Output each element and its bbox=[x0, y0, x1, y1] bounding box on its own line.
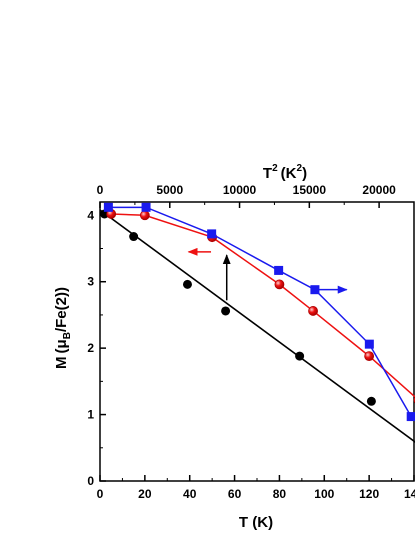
x2-title-main: T bbox=[263, 165, 272, 182]
x2-title-unit-sup: 2 bbox=[297, 163, 303, 174]
x2-tick-label: 10000 bbox=[223, 183, 257, 197]
data-point bbox=[364, 351, 375, 362]
data-point bbox=[364, 339, 374, 349]
y-axis-title: M (μB/Fe(2)) bbox=[53, 287, 73, 369]
annotation-layer bbox=[187, 247, 348, 301]
y-tick-label: 1 bbox=[87, 408, 94, 422]
x-axis-top: 0 5000 10000 15000 20000 bbox=[97, 183, 415, 208]
y-tick-label: 3 bbox=[87, 275, 94, 289]
data-point bbox=[366, 396, 376, 406]
y-tick-label: 0 bbox=[87, 474, 94, 488]
y-title-mu: μ bbox=[53, 339, 70, 348]
y-axis-left: 0 1 2 3 4 bbox=[87, 208, 106, 488]
x-tick-label: 20 bbox=[138, 487, 152, 501]
y-tick-label: 4 bbox=[87, 208, 94, 222]
data-point bbox=[207, 229, 217, 239]
data-point bbox=[274, 279, 285, 290]
y-tick-label: 2 bbox=[87, 341, 94, 355]
x2-title-sup: 2 bbox=[272, 163, 278, 174]
data-point bbox=[308, 306, 318, 316]
series-line bbox=[108, 206, 412, 417]
data-point bbox=[141, 202, 151, 212]
x2-title-unit: K bbox=[286, 165, 297, 182]
data-point bbox=[139, 210, 150, 221]
x-tick-label: 0 bbox=[97, 487, 104, 501]
series-sphere bbox=[106, 209, 415, 404]
x2-tick-label: 5000 bbox=[156, 183, 183, 197]
fit-line-layer bbox=[99, 209, 415, 443]
x-axis-title: T (K) bbox=[239, 514, 273, 531]
data-point bbox=[182, 279, 192, 289]
linear-fit-line bbox=[99, 209, 415, 443]
series-layer bbox=[99, 202, 415, 422]
series-circle bbox=[99, 209, 376, 406]
x2-tick-label: 0 bbox=[97, 183, 104, 197]
x-tick-label: 120 bbox=[359, 487, 379, 501]
x-tick-label: 40 bbox=[183, 487, 197, 501]
x2-tick-label: 20000 bbox=[362, 183, 396, 197]
series-line bbox=[111, 213, 415, 398]
y-title-open: ( bbox=[53, 348, 70, 353]
x-tick-label: 60 bbox=[228, 487, 242, 501]
y-title-rest: /Fe(2)) bbox=[53, 287, 70, 332]
x-tick-label: 100 bbox=[314, 487, 334, 501]
y-title-sub: B bbox=[62, 332, 73, 339]
x2-title-open: ( bbox=[281, 165, 286, 182]
y-title-main: M bbox=[53, 356, 70, 369]
data-point bbox=[295, 351, 305, 361]
data-point bbox=[103, 202, 113, 212]
data-point bbox=[310, 285, 320, 295]
data-point bbox=[274, 265, 284, 275]
x-tick-label: 80 bbox=[273, 487, 287, 501]
series-square bbox=[103, 202, 415, 422]
x-tick-label: 140 bbox=[404, 487, 415, 501]
x2-title-close: ) bbox=[302, 165, 307, 182]
data-point bbox=[406, 412, 415, 422]
x2-axis-title: T2 (K2) bbox=[263, 163, 307, 182]
x2-tick-label: 15000 bbox=[293, 183, 327, 197]
data-point bbox=[129, 232, 139, 242]
x-axis-bottom: 0 20 40 60 80 100 120 140 bbox=[97, 475, 415, 501]
data-point bbox=[221, 306, 231, 316]
